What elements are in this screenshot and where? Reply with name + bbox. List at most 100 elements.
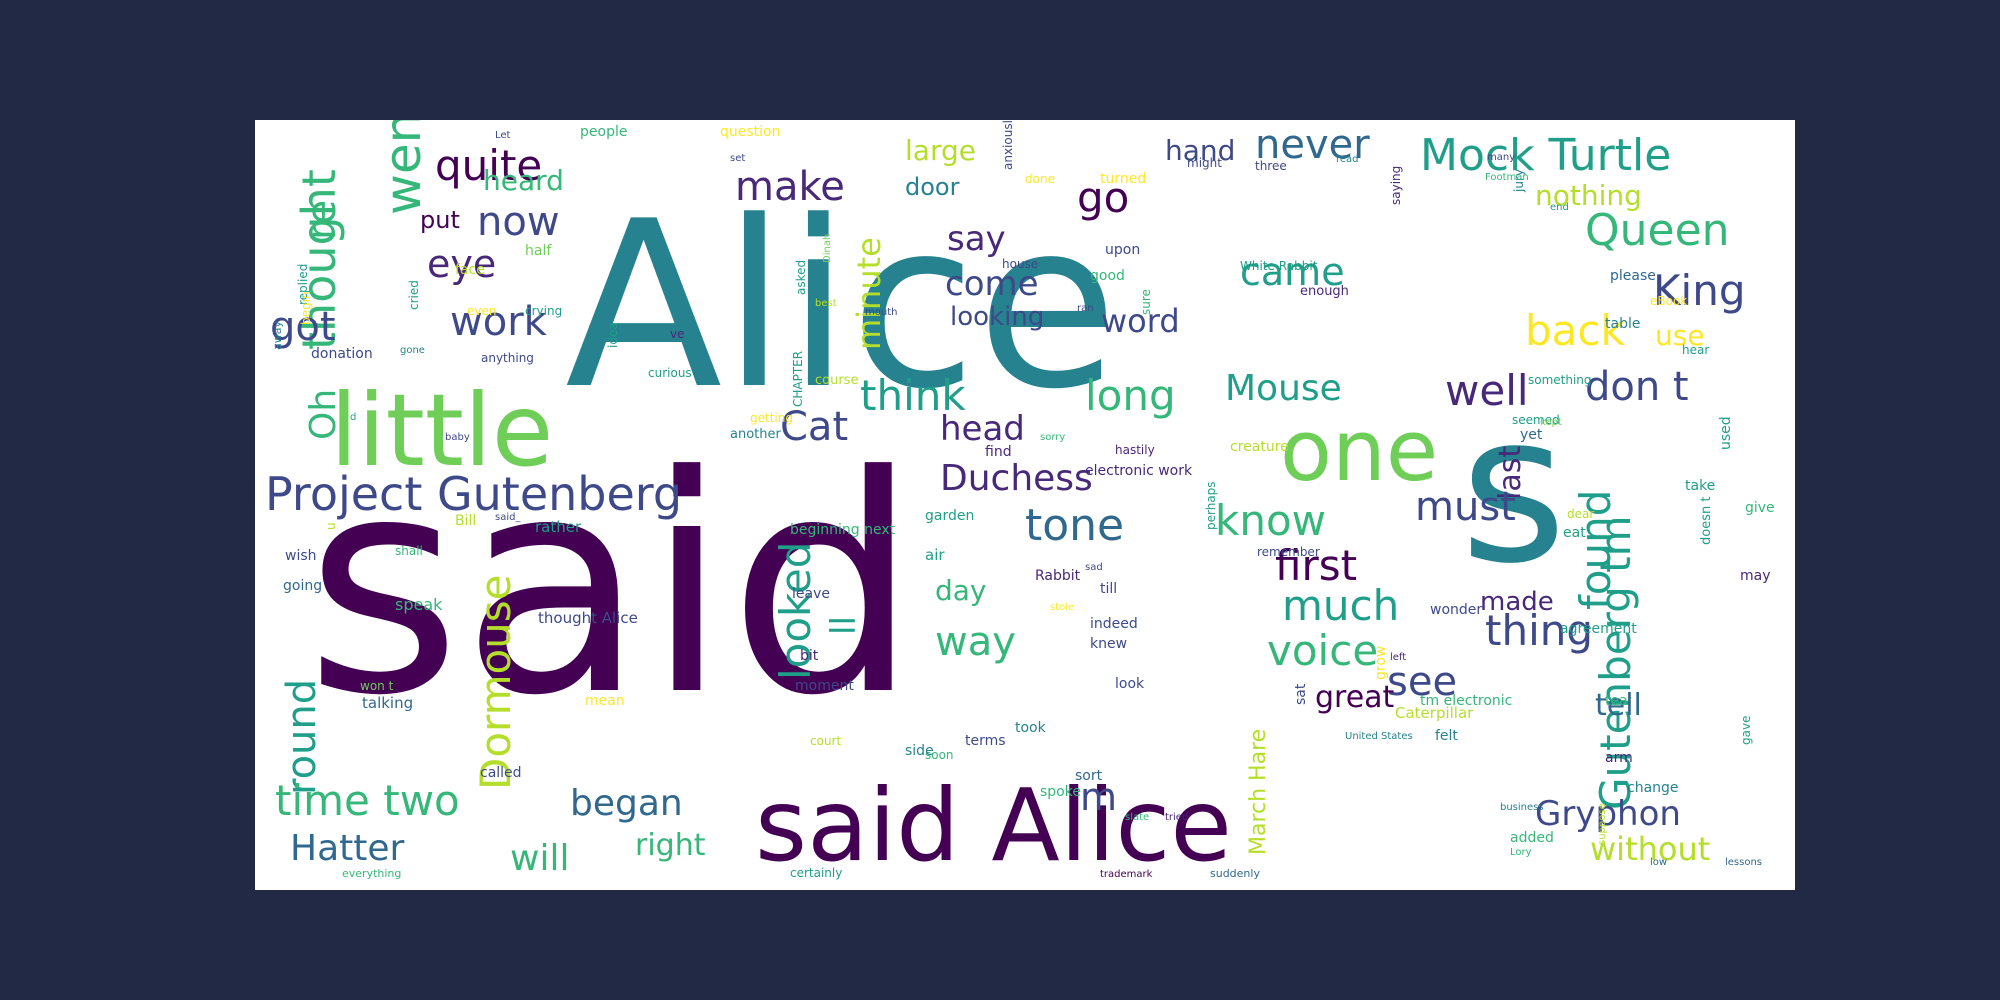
word-give: give [1745,500,1775,516]
word-electronic-work: electronic work [1085,463,1193,479]
word-time-two: time two [275,776,460,825]
word-come: come [945,264,1039,304]
word-sort: sort [1075,768,1103,784]
word-may: may [1740,568,1771,584]
word-said: said_ [495,512,521,523]
word-certainly: certainly [790,866,842,880]
word-round: round [279,679,325,795]
word-united-states: United States [1345,731,1413,742]
word-wish: wish [285,548,317,564]
word-three: three [1255,159,1287,173]
word-thought-alice: thought Alice [538,609,638,627]
word-u: u [324,522,338,530]
word-found: found [1571,490,1620,610]
word-made: made [1480,587,1554,617]
word-use: use [1655,319,1705,352]
word-people: people [580,124,627,140]
word-tone: tone [1025,500,1124,551]
word-talking: talking [362,694,413,712]
word-thought: thought [292,169,346,350]
word-idea: idea [606,322,620,348]
word-gone: gone [400,345,425,356]
word-asked: asked [794,260,808,295]
word-look: look [1115,676,1145,692]
word-please: please [1610,268,1656,284]
word-tell: tell [1595,688,1642,723]
word-say: say [947,219,1006,259]
word-beginning-next: beginning next [790,522,896,538]
word-nothing: nothing [1535,179,1642,212]
word-must: must [1415,484,1516,530]
word-speak: speak [395,595,443,614]
word-suppose: suppose [1597,803,1608,845]
word-took: took [1015,720,1047,736]
word-eat: eat [1563,525,1586,541]
word-slate: slate [1125,812,1149,823]
word-make: make [735,164,845,210]
word-mouse: Mouse [1225,368,1342,409]
word-moment: moment [795,678,854,694]
word-let: Let [495,130,511,141]
word-leave: leave [792,586,830,602]
word-added: added [1510,830,1554,846]
word-looking: looking [950,302,1044,332]
word-white-rabbit: White Rabbit [1240,259,1318,273]
word-gave: gave [1739,716,1753,745]
word-hatter: Hatter [290,828,405,869]
word-dinah: Dinah [822,234,833,263]
word-caterpillar: Caterpillar [1395,704,1474,722]
word-ran: ran [1077,303,1094,314]
word-gryphon: Gryphon [1535,794,1681,834]
word-anything: anything [481,351,534,365]
word-soon: soon [925,748,954,762]
word-donation: donation [311,346,373,362]
word-table: table [1605,316,1640,332]
word-spoke: spoke [1040,784,1081,800]
word-duchess: Duchess [940,458,1093,499]
word-set: set [730,153,745,164]
word-till: till [1100,581,1117,597]
word-quite: quite [435,141,542,190]
word-day: day [935,574,987,607]
word-sat: sat [1293,683,1309,705]
word-right: right [635,828,706,863]
word-d: d [350,412,356,423]
word-alice: Alice [565,173,1118,440]
word-many: many [1487,152,1515,163]
word-side: side [905,743,934,759]
word-back: back [1525,306,1625,355]
word-cloud-panel: Alice said s little one said Alice Project Gut… [255,120,1795,890]
word-mean: mean [585,693,625,709]
word-knew: knew [1090,636,1127,652]
word-looked: looked [771,542,820,680]
word-much: much [1282,581,1399,630]
word-take: take [1685,478,1715,494]
word-shall: shall [395,544,423,558]
word-getting: getting [750,411,793,425]
word-got: got [270,304,336,350]
word-know: know [1215,496,1326,545]
word-tm-electronic: tm electronic [1420,693,1512,709]
word-curious: curious [648,366,692,380]
word-upon: upon [1105,242,1140,258]
word-first: first [1275,541,1357,590]
word-never: never [1255,122,1370,168]
word-will: will [510,838,569,879]
word-ebook: eBook [1650,294,1687,308]
word-king: King [1653,266,1746,315]
word-grow: grow [1373,646,1389,680]
word-agreement: agreement [1560,621,1637,637]
word-s: s [1460,371,1567,609]
word-march-hare: March Hare [1246,729,1271,855]
word-terms: terms [965,733,1006,749]
word-ll: ll [824,616,864,635]
word-work: work [450,299,548,345]
word-won-t: won t [360,679,394,693]
word-mouth: mouth [865,307,897,318]
word-bit: bit [800,648,819,664]
word-anxiously: anxiously [1001,120,1015,170]
word-began: began [570,783,683,824]
word-minute: minute [850,237,888,350]
word-said: said [305,412,919,761]
word-queen: Queen [1585,205,1730,256]
